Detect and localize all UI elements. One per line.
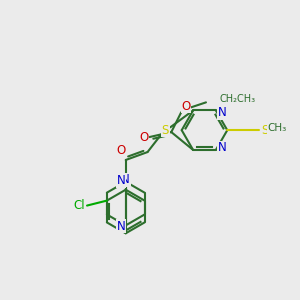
Text: O: O bbox=[116, 144, 125, 157]
Text: S: S bbox=[162, 124, 169, 137]
Text: O: O bbox=[139, 130, 148, 143]
Text: CH₃: CH₃ bbox=[267, 123, 286, 133]
Text: O: O bbox=[182, 100, 191, 113]
Text: CH₂CH₃: CH₂CH₃ bbox=[220, 94, 256, 104]
Text: Cl: Cl bbox=[73, 199, 85, 212]
Text: N: N bbox=[122, 173, 130, 186]
Text: N: N bbox=[218, 106, 226, 119]
Text: N: N bbox=[116, 174, 125, 187]
Text: S: S bbox=[261, 124, 268, 137]
Text: N: N bbox=[116, 220, 125, 233]
Text: N: N bbox=[218, 141, 226, 154]
